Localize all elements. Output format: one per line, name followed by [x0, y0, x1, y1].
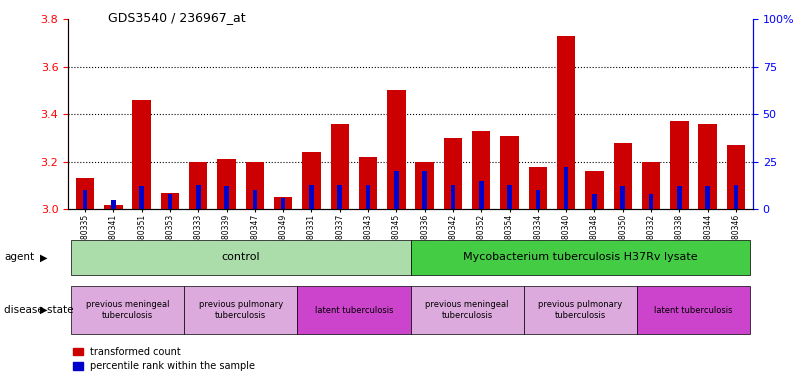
Bar: [642, 162, 660, 209]
Bar: [366, 185, 370, 209]
Text: latent tuberculosis: latent tuberculosis: [315, 306, 393, 314]
Legend: transformed count, percentile rank within the sample: transformed count, percentile rank withi…: [73, 347, 256, 371]
Bar: [586, 171, 604, 209]
Text: disease state: disease state: [4, 305, 74, 315]
Text: ▶: ▶: [40, 252, 47, 262]
Text: agent: agent: [4, 252, 34, 262]
Bar: [557, 36, 575, 209]
Bar: [309, 185, 314, 209]
Bar: [394, 171, 399, 209]
Bar: [217, 159, 235, 209]
Bar: [224, 187, 229, 209]
Text: previous meningeal
tuberculosis: previous meningeal tuberculosis: [425, 300, 509, 320]
Bar: [359, 157, 377, 209]
Text: previous pulmonary
tuberculosis: previous pulmonary tuberculosis: [199, 300, 283, 320]
Bar: [387, 91, 405, 209]
Bar: [649, 194, 654, 209]
Bar: [698, 124, 717, 209]
Bar: [536, 190, 540, 209]
Bar: [167, 194, 172, 209]
Bar: [161, 193, 179, 209]
Bar: [614, 143, 632, 209]
Text: previous pulmonary
tuberculosis: previous pulmonary tuberculosis: [538, 300, 622, 320]
Bar: [501, 136, 519, 209]
Bar: [734, 185, 739, 209]
Bar: [422, 171, 427, 209]
Bar: [507, 185, 512, 209]
Bar: [621, 187, 625, 209]
Bar: [246, 162, 264, 209]
Bar: [189, 162, 207, 209]
Bar: [331, 124, 349, 209]
Bar: [670, 121, 689, 209]
Bar: [104, 205, 123, 209]
Bar: [444, 138, 462, 209]
Bar: [252, 190, 257, 209]
Bar: [592, 194, 597, 209]
Bar: [196, 185, 200, 209]
Bar: [139, 187, 144, 209]
Bar: [416, 162, 434, 209]
Text: control: control: [221, 252, 260, 262]
Bar: [281, 198, 285, 209]
Bar: [706, 187, 710, 209]
Text: latent tuberculosis: latent tuberculosis: [654, 306, 733, 314]
Text: ▶: ▶: [40, 305, 47, 315]
Bar: [472, 131, 490, 209]
Text: GDS3540 / 236967_at: GDS3540 / 236967_at: [108, 12, 246, 25]
Bar: [564, 167, 569, 209]
Bar: [451, 185, 455, 209]
Bar: [529, 167, 547, 209]
Bar: [337, 185, 342, 209]
Bar: [111, 200, 115, 209]
Bar: [479, 181, 484, 209]
Bar: [83, 190, 87, 209]
Bar: [727, 145, 745, 209]
Bar: [302, 152, 320, 209]
Text: previous meningeal
tuberculosis: previous meningeal tuberculosis: [86, 300, 169, 320]
Bar: [677, 187, 682, 209]
Bar: [132, 100, 151, 209]
Bar: [76, 179, 95, 209]
Bar: [274, 197, 292, 209]
Text: Mycobacterium tuberculosis H37Rv lysate: Mycobacterium tuberculosis H37Rv lysate: [463, 252, 698, 262]
